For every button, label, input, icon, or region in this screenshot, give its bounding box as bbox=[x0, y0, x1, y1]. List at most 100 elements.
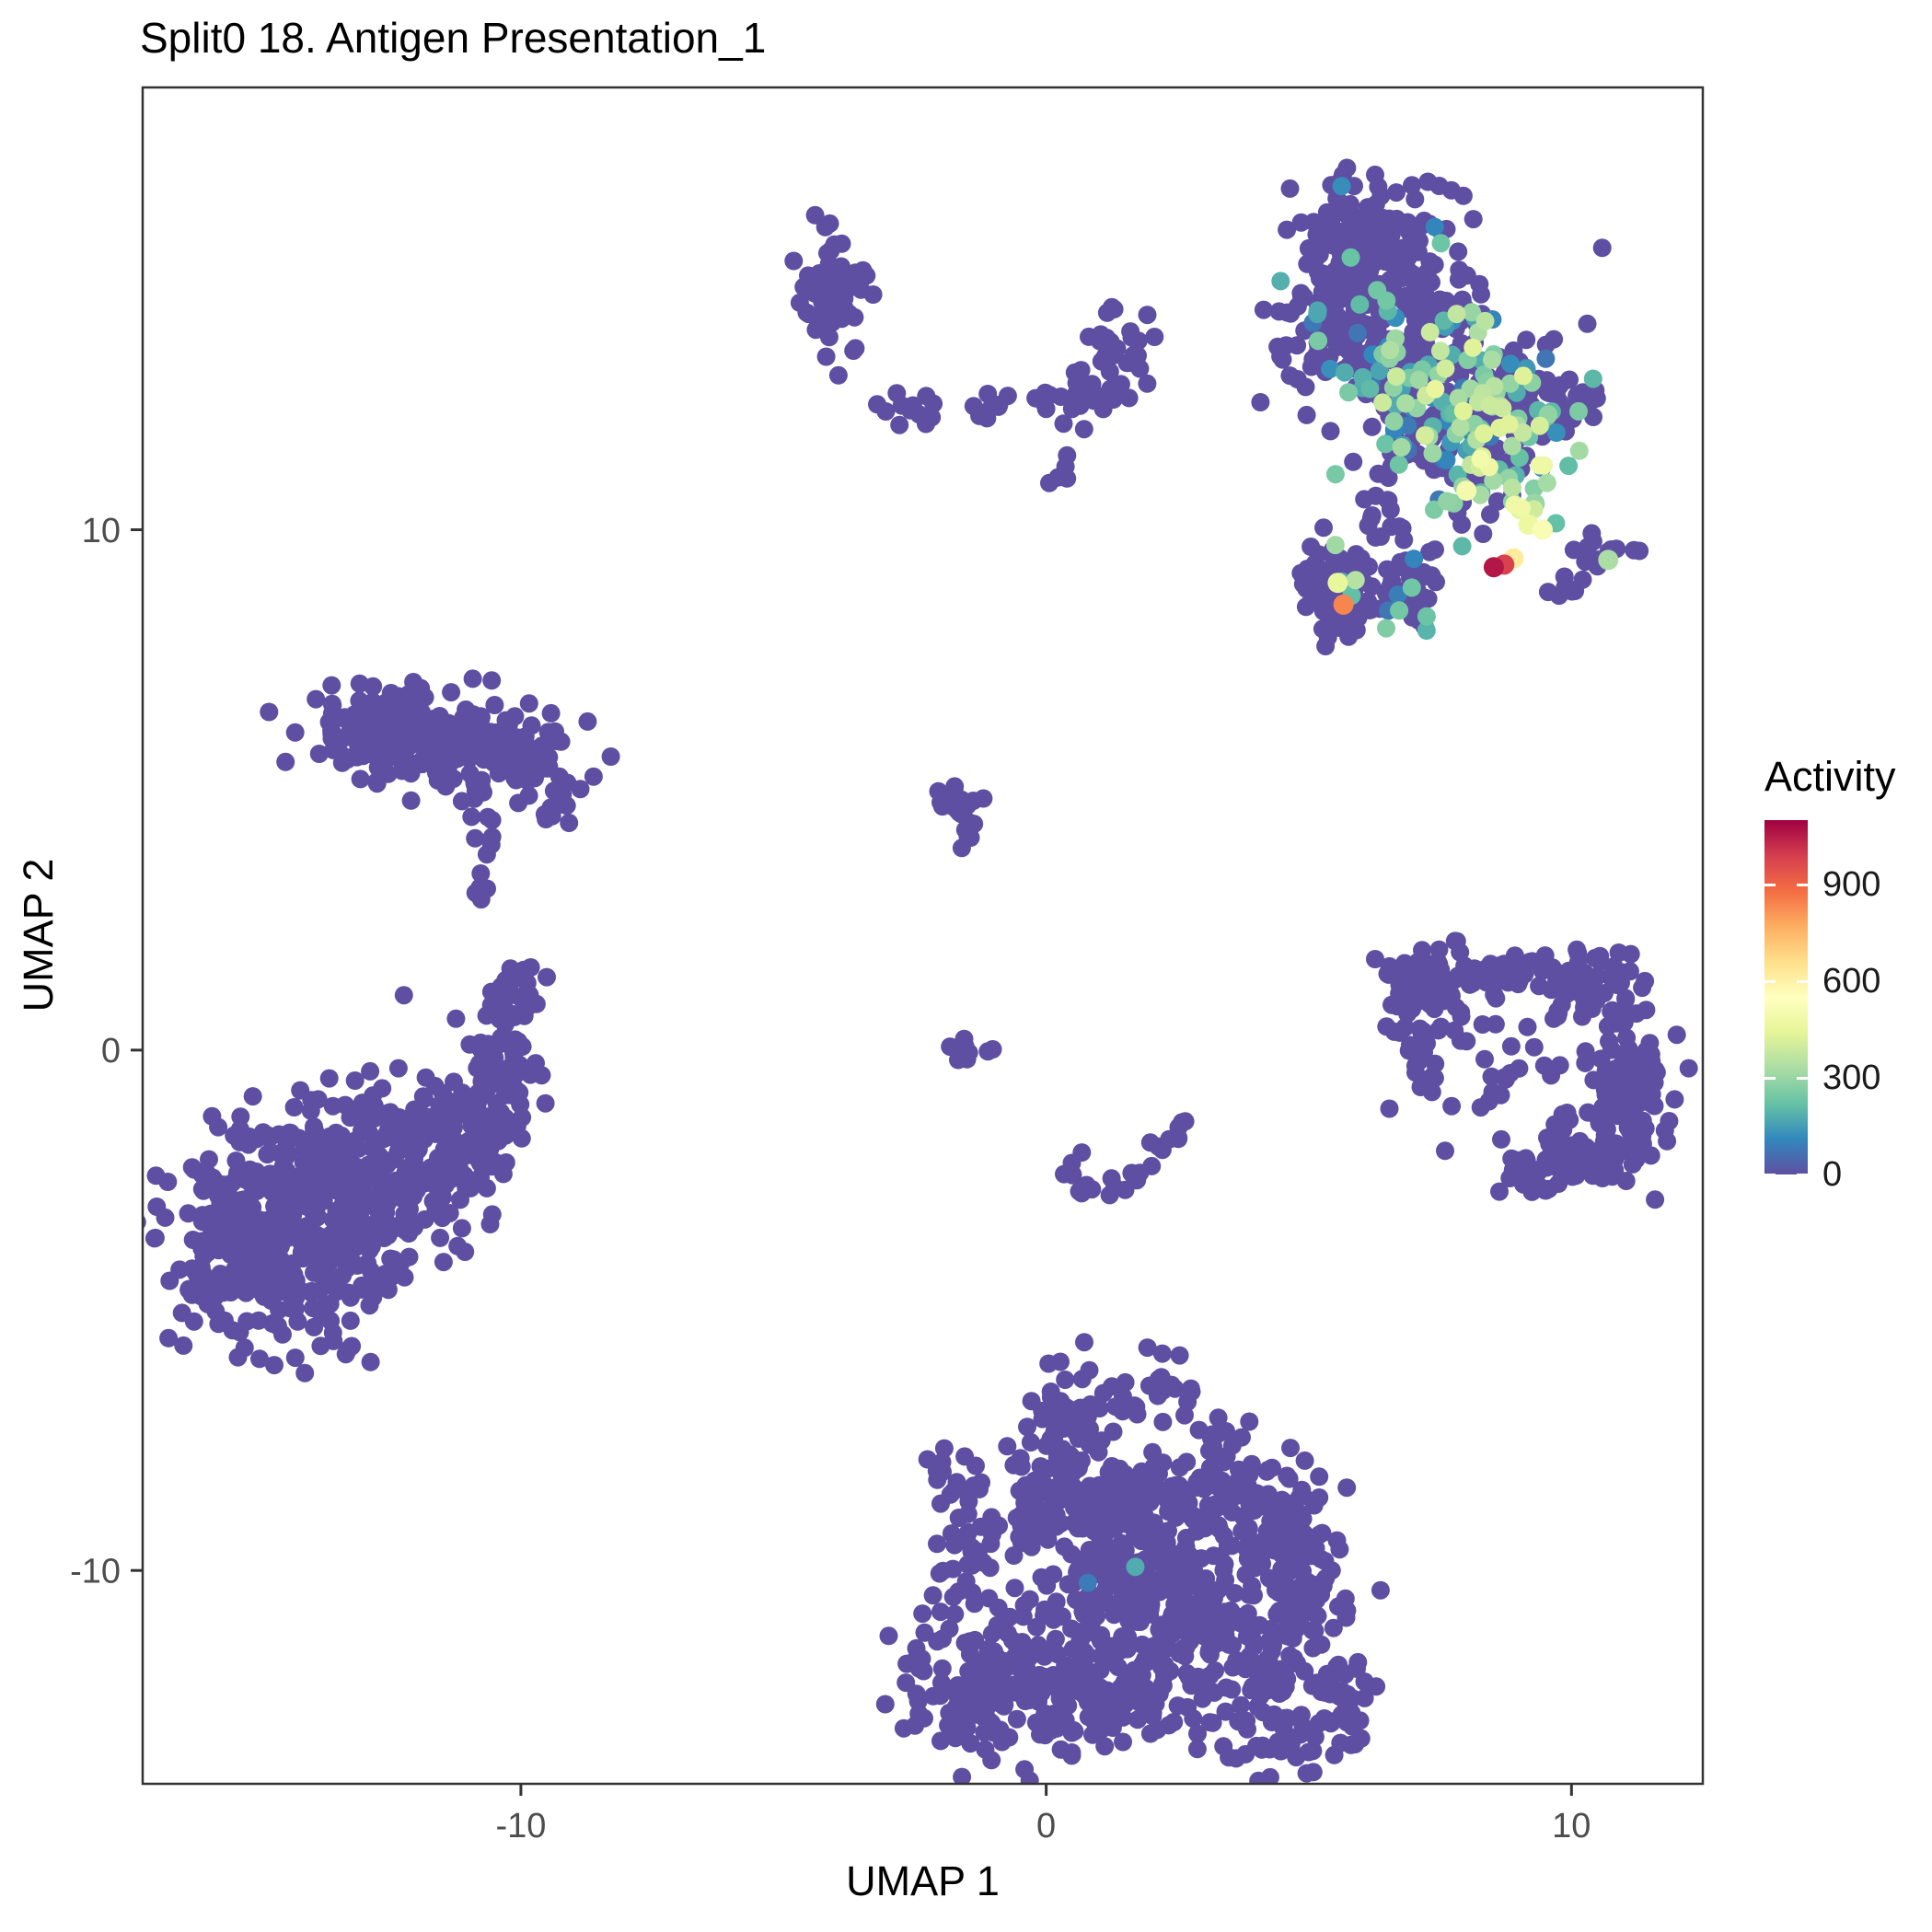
data-point bbox=[819, 328, 839, 347]
data-point bbox=[1438, 492, 1457, 511]
data-point bbox=[1051, 1352, 1070, 1371]
data-point bbox=[1423, 1067, 1442, 1086]
data-point bbox=[344, 1255, 364, 1274]
data-point bbox=[1071, 1630, 1091, 1649]
data-point bbox=[1403, 327, 1422, 346]
data-point bbox=[1276, 1677, 1295, 1696]
data-point bbox=[1483, 350, 1501, 369]
data-point bbox=[197, 1163, 216, 1183]
data-point bbox=[295, 1363, 315, 1382]
data-point bbox=[1056, 1711, 1075, 1730]
data-point bbox=[1471, 449, 1490, 469]
data-point bbox=[1574, 989, 1593, 1008]
data-point bbox=[1463, 210, 1483, 229]
data-point bbox=[1316, 1568, 1336, 1588]
data-point bbox=[1502, 478, 1521, 497]
data-point bbox=[288, 1312, 307, 1331]
data-point bbox=[160, 1271, 179, 1290]
data-point bbox=[994, 1696, 1013, 1716]
data-point bbox=[1121, 322, 1140, 341]
data-point bbox=[988, 1615, 1007, 1635]
data-point bbox=[1232, 1695, 1251, 1715]
data-point bbox=[1557, 1104, 1577, 1122]
data-point bbox=[322, 1180, 341, 1199]
data-point bbox=[1550, 1056, 1569, 1075]
data-point bbox=[376, 746, 396, 765]
data-point bbox=[471, 710, 491, 729]
data-point bbox=[1556, 1156, 1576, 1175]
data-point bbox=[1412, 299, 1431, 318]
data-point bbox=[1114, 1571, 1133, 1591]
data-point bbox=[1062, 399, 1082, 419]
data-point bbox=[305, 1317, 324, 1336]
data-point bbox=[373, 1079, 392, 1098]
data-point bbox=[1005, 1579, 1024, 1598]
data-point bbox=[1573, 1007, 1591, 1026]
data-point bbox=[1463, 338, 1483, 357]
data-point bbox=[928, 1632, 947, 1651]
data-point bbox=[1579, 1103, 1598, 1122]
data-point bbox=[1505, 495, 1524, 515]
data-point bbox=[513, 1108, 532, 1127]
data-point bbox=[1288, 296, 1307, 316]
data-point bbox=[1475, 424, 1494, 443]
y-tick-label: -10 bbox=[70, 1553, 121, 1591]
data-point bbox=[1113, 1627, 1132, 1646]
data-point bbox=[1665, 1090, 1684, 1109]
data-point bbox=[1093, 1507, 1112, 1525]
data-point bbox=[1292, 1605, 1312, 1625]
data-point bbox=[1033, 1409, 1052, 1429]
data-point bbox=[1041, 1382, 1060, 1401]
data-point bbox=[1014, 1596, 1034, 1615]
data-point bbox=[1042, 1720, 1061, 1740]
data-point bbox=[970, 406, 989, 425]
data-point bbox=[1239, 1519, 1258, 1538]
data-point bbox=[1578, 314, 1597, 333]
data-point bbox=[1493, 399, 1512, 418]
data-point bbox=[1608, 1135, 1626, 1154]
data-point bbox=[500, 1085, 519, 1105]
data-point bbox=[1406, 1063, 1425, 1082]
y-tick-label: 0 bbox=[101, 1032, 121, 1070]
data-point bbox=[1020, 1648, 1039, 1667]
data-point bbox=[1054, 414, 1073, 434]
data-point bbox=[1281, 1439, 1300, 1458]
data-point bbox=[1430, 341, 1450, 361]
data-point bbox=[1278, 1494, 1297, 1513]
data-point bbox=[350, 691, 369, 711]
data-point bbox=[319, 1069, 339, 1088]
data-point bbox=[913, 1604, 932, 1624]
panel-border bbox=[141, 86, 1705, 1786]
data-point bbox=[1569, 441, 1589, 460]
data-point bbox=[1437, 450, 1456, 469]
data-point bbox=[491, 744, 510, 763]
data-point bbox=[462, 731, 481, 750]
data-point bbox=[410, 1101, 429, 1120]
data-point bbox=[1327, 1531, 1347, 1550]
data-point bbox=[906, 1716, 925, 1735]
data-point bbox=[399, 685, 418, 704]
data-point bbox=[1080, 327, 1098, 346]
data-point bbox=[1075, 1333, 1093, 1352]
data-point bbox=[1035, 1704, 1055, 1723]
data-point bbox=[1059, 1575, 1078, 1594]
data-point bbox=[1403, 176, 1421, 195]
data-point bbox=[426, 1199, 445, 1219]
data-point bbox=[1125, 1667, 1144, 1686]
data-point bbox=[471, 864, 491, 883]
data-point bbox=[277, 1162, 296, 1181]
data-point bbox=[1408, 953, 1427, 972]
data-point bbox=[1569, 401, 1588, 421]
data-point bbox=[1078, 1693, 1097, 1712]
data-point bbox=[1308, 301, 1327, 320]
data-point bbox=[1377, 619, 1395, 638]
data-point bbox=[1441, 180, 1461, 200]
data-point bbox=[444, 1111, 463, 1130]
data-point bbox=[1329, 327, 1348, 346]
data-point bbox=[974, 789, 993, 808]
data-point bbox=[1303, 1741, 1323, 1761]
data-point bbox=[1103, 1457, 1121, 1475]
data-point bbox=[214, 1202, 233, 1221]
data-point bbox=[1130, 1613, 1150, 1631]
data-point bbox=[1024, 1511, 1043, 1531]
